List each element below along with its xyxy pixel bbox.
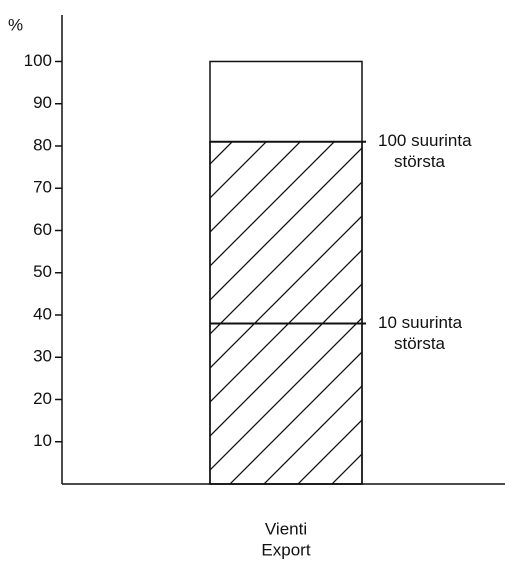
- annotation-text: 10 suurinta: [378, 313, 463, 332]
- y-tick-label: 10: [33, 431, 52, 450]
- y-tick-label: 60: [33, 220, 52, 239]
- bar-hatch: [209, 141, 363, 485]
- y-axis-label: %: [8, 15, 23, 34]
- y-tick-label: 40: [33, 304, 52, 323]
- x-tick-label: Export: [261, 540, 310, 559]
- y-tick-label: 90: [33, 93, 52, 112]
- y-tick-label: 100: [24, 51, 52, 70]
- y-tick-label: 50: [33, 262, 52, 281]
- y-tick-label: 20: [33, 389, 52, 408]
- annotation-text: 100 suurinta: [378, 131, 472, 150]
- y-tick-label: 80: [33, 135, 52, 154]
- annotation-text: största: [394, 152, 446, 171]
- x-tick-label: Vienti: [265, 519, 307, 538]
- y-tick-label: 70: [33, 178, 52, 197]
- annotation-text: största: [394, 334, 446, 353]
- y-tick-label: 30: [33, 347, 52, 366]
